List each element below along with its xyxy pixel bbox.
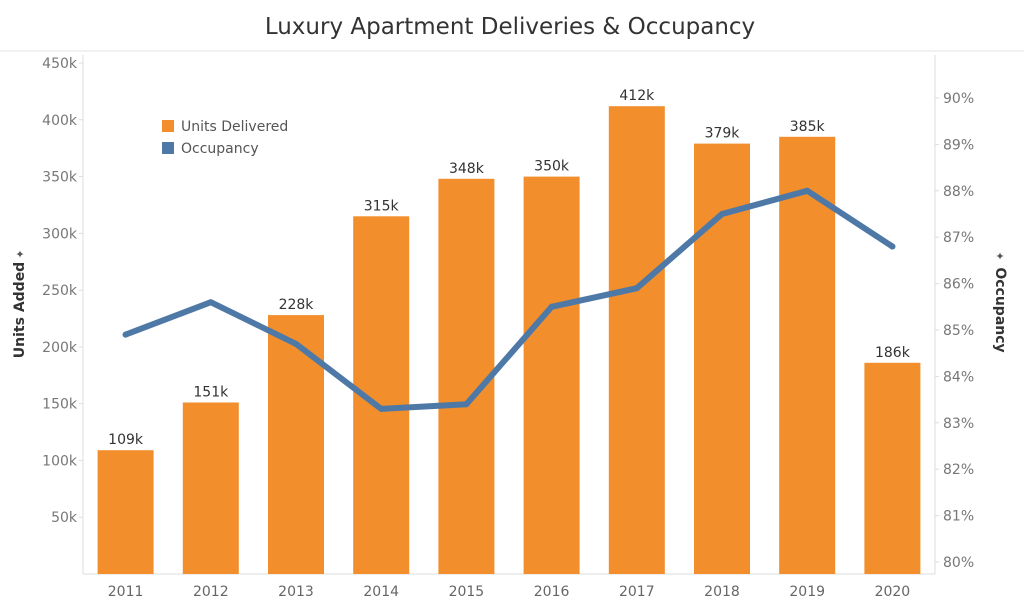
bar-2011 [97,450,154,574]
occupancy-point-2016 [548,303,555,310]
right-tick-label: 89% [943,137,974,153]
legend-label-occupancy: Occupancy [181,141,259,157]
bar-value-label: 109k [108,432,144,448]
left-tick-label: 350k [42,170,78,186]
left-tick-label: 400k [42,113,78,129]
bar-labels-layer: 109k 151k 228k 315k 348k 350k 412k 379k 385k 186k [108,88,911,448]
x-tick-label: 2012 [193,584,229,600]
legend-label-units-delivered: Units Delivered [181,119,288,135]
right-tick-label: 90% [943,91,974,107]
bar-value-label: 348k [449,161,485,177]
chart-title: Luxury Apartment Deliveries & Occupancy [265,14,755,40]
right-tick-label: 84% [943,369,974,385]
right-tick-label: 87% [943,230,974,246]
x-tick-label: 2013 [278,584,314,600]
bar-2012 [182,402,239,574]
legend: Units Delivered Occupancy [162,119,288,157]
occupancy-point-2011 [122,331,129,338]
bar-2015 [438,178,495,575]
bars-layer [97,106,921,575]
occupancy-point-2018 [719,211,725,217]
left-tick-label: 450k [42,56,78,72]
right-tick-label: 82% [943,462,974,478]
right-tick-label: 80% [943,555,974,571]
occupancy-point-2020 [889,243,896,250]
bar-2019 [779,136,836,575]
bar-value-label: 186k [875,345,911,361]
x-tick-label: 2016 [534,584,570,600]
right-axis-pin-icon: ✦ [993,251,1006,260]
line-layer [122,187,896,412]
occupancy-point-2013 [293,340,299,347]
bar-value-label: 315k [364,198,400,214]
x-tick-label: 2019 [789,584,825,600]
bar-value-label: 228k [279,297,315,313]
left-axis-title: Units Added ✦ [12,249,28,358]
bar-value-label: 385k [790,119,826,135]
right-tick-label: 85% [943,323,974,339]
bar-value-label: 151k [193,385,229,401]
left-tick-label: 100k [42,453,78,469]
left-axis-title-text: Units Added [12,262,28,358]
legend-swatch-units-delivered [162,120,174,132]
right-tick-label: 81% [943,509,974,525]
right-tick-label: 86% [943,277,974,293]
bar-value-label: 379k [705,126,741,142]
left-tick-label: 50k [51,510,78,526]
bar-value-label: 350k [534,159,570,175]
left-axis-pin-icon: ✦ [14,249,27,258]
occupancy-point-2017 [633,285,640,292]
bar-2020 [864,362,921,574]
x-tick-label: 2014 [363,584,399,600]
occupancy-point-2015 [463,401,470,408]
bar-2013 [268,315,324,574]
x-tick-label: 2011 [108,584,144,600]
bar-2017 [608,106,665,574]
occupancy-point-2014 [378,405,385,412]
left-tick-label: 150k [42,397,78,413]
right-tick-label: 88% [943,184,974,200]
legend-swatch-occupancy [162,142,174,154]
x-tick-label: 2015 [449,584,485,600]
x-tick-label: 2020 [875,584,911,600]
occupancy-point-2012 [207,299,214,306]
x-tick-label: 2017 [619,584,655,600]
ticks-layer: 50k 100k 150k 200k 250k 300k 350k 400k 450k 80% 81… [42,56,974,600]
bar-2016 [523,176,580,574]
right-axis-title: Occupancy ✦ [992,251,1008,352]
right-tick-label: 83% [943,416,974,432]
left-tick-label: 250k [42,283,78,299]
x-tick-label: 2018 [704,584,740,600]
occupancy-point-2019 [804,187,811,194]
bar-value-label: 412k [619,88,655,104]
left-tick-label: 300k [42,226,78,242]
right-axis-title-text: Occupancy [992,267,1008,352]
occupancy-line [122,187,896,412]
left-tick-label: 200k [42,340,78,356]
